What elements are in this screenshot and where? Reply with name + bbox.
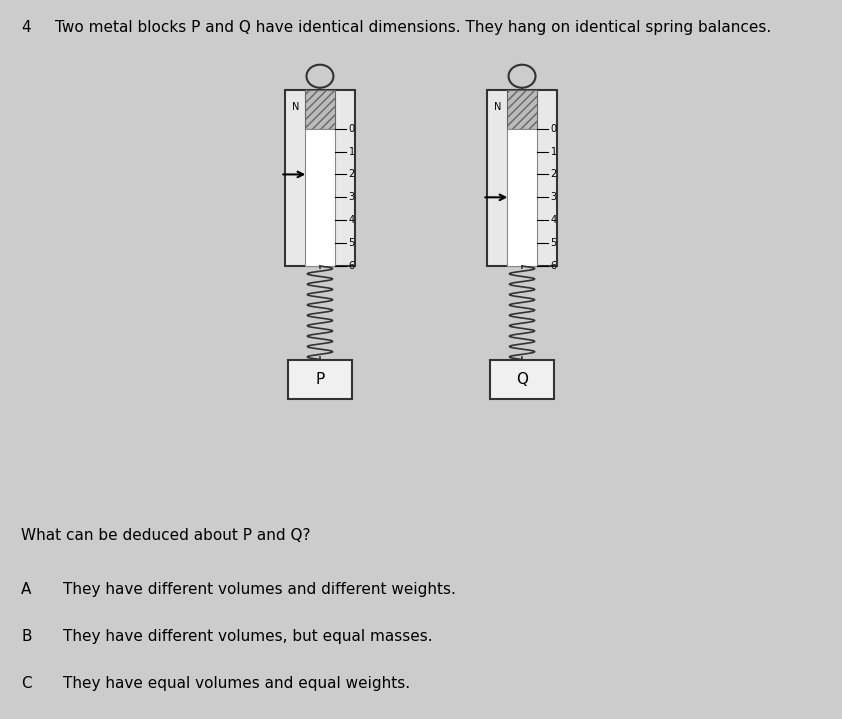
- Text: Q: Q: [516, 372, 528, 387]
- Text: What can be deduced about P and Q?: What can be deduced about P and Q?: [21, 528, 311, 544]
- Text: 4: 4: [21, 20, 30, 35]
- Text: 3: 3: [551, 192, 557, 202]
- Text: Two metal blocks P and Q have identical dimensions. They hang on identical sprin: Two metal blocks P and Q have identical …: [55, 20, 771, 35]
- Text: 0: 0: [349, 124, 354, 134]
- Bar: [305, 90, 335, 129]
- Text: 2: 2: [551, 170, 557, 180]
- Text: They have different volumes, but equal masses.: They have different volumes, but equal m…: [63, 629, 433, 644]
- Bar: [305, 129, 335, 266]
- Text: 1: 1: [551, 147, 557, 157]
- Text: 1: 1: [349, 147, 354, 157]
- Bar: [289, 360, 352, 399]
- Text: 0: 0: [551, 124, 557, 134]
- Text: 6: 6: [551, 261, 557, 271]
- Text: N: N: [292, 102, 300, 112]
- Text: 5: 5: [551, 238, 557, 248]
- Text: 5: 5: [349, 238, 354, 248]
- Text: 4: 4: [349, 215, 354, 225]
- Text: They have equal volumes and equal weights.: They have equal volumes and equal weight…: [63, 676, 410, 691]
- Text: 3: 3: [349, 192, 354, 202]
- Bar: [285, 90, 355, 266]
- Text: They have different volumes and different weights.: They have different volumes and differen…: [63, 582, 456, 597]
- Text: 6: 6: [349, 261, 354, 271]
- Text: C: C: [21, 676, 32, 691]
- Text: 4: 4: [551, 215, 557, 225]
- Text: B: B: [21, 629, 31, 644]
- Bar: [507, 129, 537, 266]
- Bar: [487, 90, 557, 266]
- Text: N: N: [494, 102, 502, 112]
- Text: 2: 2: [349, 170, 354, 180]
- Bar: [507, 90, 537, 129]
- Text: A: A: [21, 582, 31, 597]
- Text: P: P: [316, 372, 324, 387]
- Bar: [490, 360, 554, 399]
